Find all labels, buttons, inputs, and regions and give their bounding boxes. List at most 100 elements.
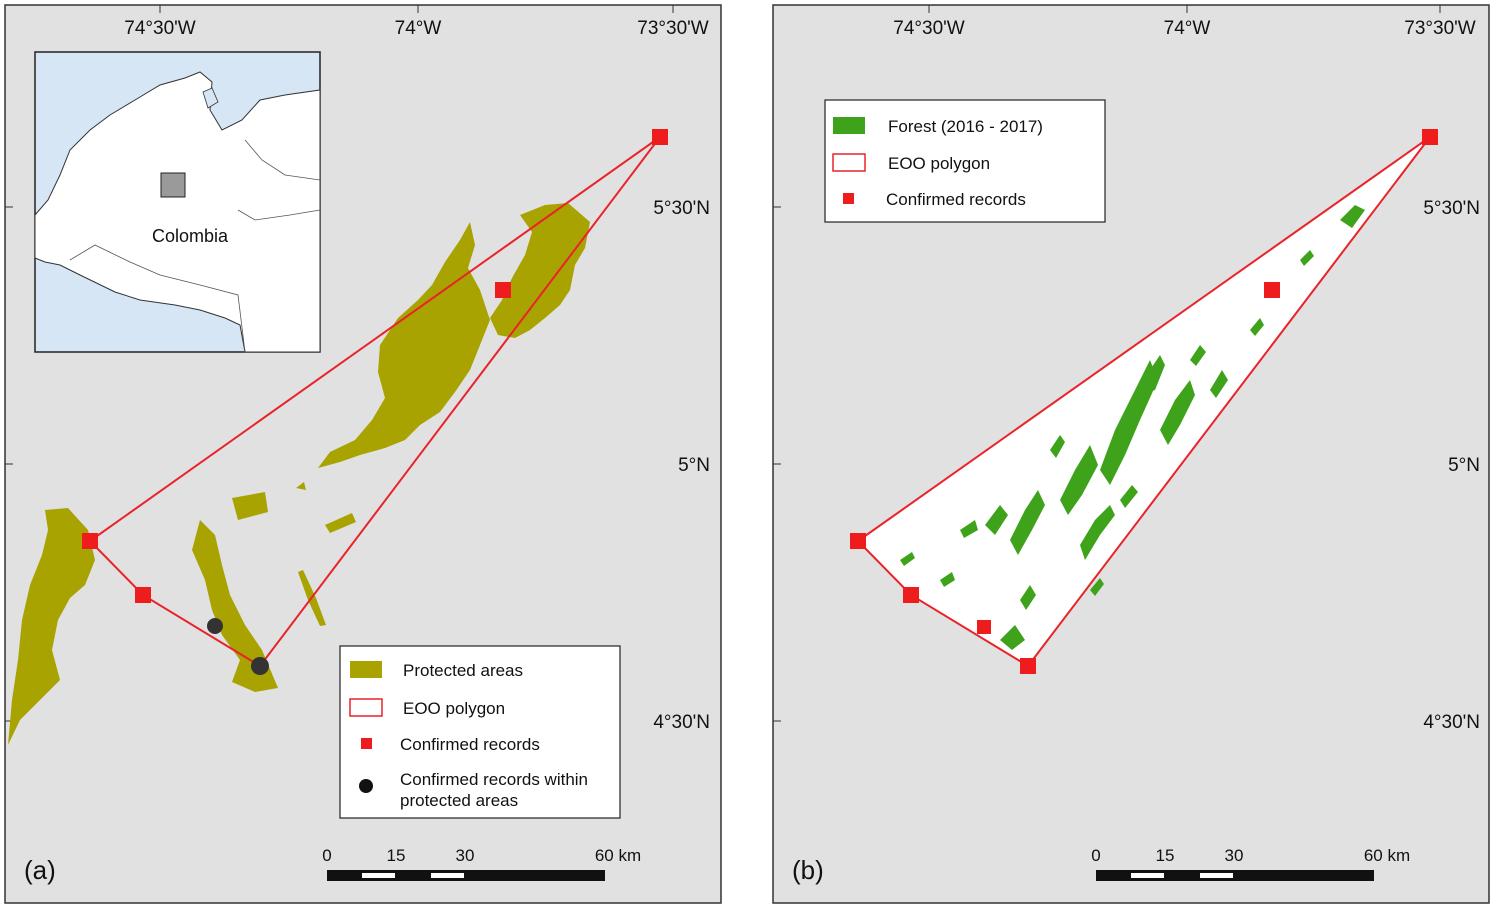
record-point: [977, 620, 991, 634]
legend-label-eoo: EOO polygon: [888, 154, 990, 173]
forest-patch: [1340, 205, 1365, 228]
record-point: [1020, 658, 1036, 674]
forest-patch: [1090, 578, 1104, 596]
forest-patch: [1050, 435, 1065, 458]
scale-tick-15: 15: [387, 846, 406, 865]
forest-patch: [1190, 345, 1206, 366]
confirmed-records-b: [850, 129, 1438, 674]
legend-b-frame: [824, 99, 1106, 223]
lon-tick-a-3: 73°30'W: [637, 18, 708, 39]
forest-patch: [1080, 505, 1115, 560]
protected-area-patch: [325, 513, 356, 533]
forest-cover: [900, 205, 1365, 650]
forest-patch: [1140, 355, 1165, 395]
legend-b: Forest (2016 - 2017) EOO polygon Confirm…: [824, 99, 1106, 223]
scale-tick-15: 15: [1156, 846, 1175, 865]
legend-label-record-protected-1: Confirmed records within: [400, 770, 588, 789]
legend-swatch-record: [361, 738, 372, 749]
legend-swatch-record: [843, 193, 854, 204]
protected-area-patch: [296, 482, 306, 490]
inset-country-label: Colombia: [152, 226, 229, 246]
scale-tick-60: 60 km: [1364, 846, 1410, 865]
legend-label-record-protected-2: protected areas: [400, 791, 518, 810]
forest-patch: [960, 520, 978, 538]
forest-patch: [1210, 370, 1228, 398]
scale-bar-segment: [431, 873, 464, 878]
record-point: [1264, 282, 1280, 298]
record-point: [1422, 129, 1438, 145]
record-point: [82, 533, 98, 549]
confirmed-records: [82, 129, 668, 603]
scale-bar-body: [327, 870, 605, 881]
protected-area-northeast: [490, 203, 590, 338]
legend-swatch-forest: [833, 117, 865, 134]
lon-tick-b-1: 74°30'W: [893, 18, 964, 39]
legend-swatch-eoo: [349, 698, 383, 717]
protected-area-west: [8, 508, 95, 745]
scale-tick-30: 30: [1225, 846, 1244, 865]
record-point: [903, 587, 919, 603]
legend-label-forest: Forest (2016 - 2017): [888, 117, 1043, 136]
forest-patch: [985, 505, 1008, 535]
lake-icon: [202, 87, 219, 109]
forest-patch: [1250, 318, 1264, 336]
protected-areas: [8, 203, 590, 745]
legend-a: Protected areas EOO polygon Confirmed re…: [339, 645, 621, 819]
lat-tick-a-2: 5°N: [678, 455, 710, 476]
inset-border: [244, 139, 321, 181]
scale-bar-b: 0 15 30 60 km: [1091, 846, 1410, 881]
legend-swatch-protected: [350, 661, 382, 678]
lon-tick-a-2: 74°W: [395, 18, 442, 39]
inset-border: [237, 209, 321, 221]
record-point: [850, 533, 866, 549]
legend-swatch-record-protected: [359, 779, 373, 793]
panel-b-label: (b): [792, 855, 824, 885]
record-point: [652, 129, 668, 145]
forest-patch: [1010, 490, 1045, 555]
panel-a: 74°30'W 74°W 73°30'W 5°30'N 5°N 4°30'N: [4, 4, 722, 904]
record-point: [495, 282, 511, 298]
lat-tick-b-3: 4°30'N: [1423, 712, 1480, 733]
lat-tick-b-2: 5°N: [1448, 455, 1480, 476]
record-point: [135, 587, 151, 603]
protected-area-patch: [232, 492, 268, 520]
lat-tick-b-1: 5°30'N: [1423, 198, 1480, 219]
inset-map: Colombia: [34, 51, 321, 353]
scale-bar-segment: [1131, 873, 1164, 878]
lon-tick-b-2: 74°W: [1164, 18, 1211, 39]
forest-patch: [1020, 585, 1036, 610]
legend-label-record: Confirmed records: [400, 735, 540, 754]
forest-patch: [1120, 485, 1138, 508]
scale-tick-0: 0: [322, 846, 331, 865]
protected-area-south: [192, 520, 278, 692]
inset-land: [34, 71, 321, 353]
scale-bar-segment: [362, 873, 395, 878]
scale-tick-60: 60 km: [595, 846, 641, 865]
forest-patch: [1300, 250, 1314, 266]
lon-tick-b-3: 73°30'W: [1404, 18, 1475, 39]
study-area-square: [160, 172, 186, 198]
legend-label-eoo: EOO polygon: [403, 699, 505, 718]
forest-patch: [940, 572, 955, 587]
lon-tick-a-1: 74°30'W: [124, 18, 195, 39]
lat-tick-a-1: 5°30'N: [653, 198, 710, 219]
scale-bar-a: 0 15 30 60 km: [322, 846, 641, 881]
scale-bar-body: [1096, 870, 1374, 881]
protected-area-main: [318, 222, 490, 468]
legend-label-record: Confirmed records: [886, 190, 1026, 209]
record-in-protected-area: [207, 618, 223, 634]
panel-b: 74°30'W 74°W 73°30'W 5°30'N 5°N 4°30'N: [772, 4, 1490, 904]
lat-tick-a-3: 4°30'N: [653, 712, 710, 733]
legend-a-frame: [339, 645, 621, 819]
scale-tick-30: 30: [456, 846, 475, 865]
inset-border: [69, 244, 246, 353]
legend-label-protected: Protected areas: [403, 661, 523, 680]
scale-bar-segment: [1200, 873, 1233, 878]
panel-a-label: (a): [24, 855, 56, 885]
forest-patch: [1000, 625, 1025, 650]
record-in-protected-area: [251, 657, 269, 675]
scale-tick-0: 0: [1091, 846, 1100, 865]
forest-patch: [1060, 445, 1098, 515]
legend-swatch-eoo: [832, 153, 866, 172]
